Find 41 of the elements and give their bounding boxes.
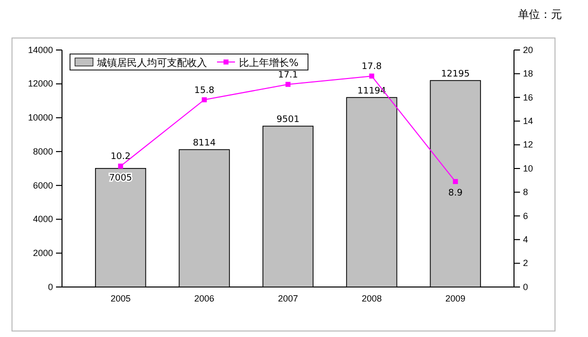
y2-tick-label: 10 [523,163,534,174]
y-tick-label: 10000 [28,112,53,123]
y2-tick-label: 8 [523,187,528,198]
y-tick-label: 0 [48,282,53,292]
point [202,97,207,102]
point [452,179,458,184]
y-tick-label: 2000 [32,248,53,258]
data-label: 8114 [192,138,216,149]
x-tick-label: 2006 [194,293,214,304]
y-tick-label: 12000 [28,78,53,89]
x-tick-label: 2008 [362,293,382,304]
data-label: 12195 [441,70,470,80]
y2-tick-label: 20 [523,44,534,55]
data-label: 17.1 [278,70,298,80]
data-label: 9501 [276,115,300,126]
y-tick-label: 6000 [32,180,53,190]
y2-tick-label: 0 [523,282,528,292]
x-tick-label: 2005 [110,293,131,304]
point [118,164,124,169]
y-tick-label: 14000 [28,44,53,55]
x-tick-label: 2007 [278,293,298,304]
data-label: 8.9 [448,188,463,199]
data-label: 15.8 [194,86,215,96]
x-tick-label: 2009 [445,293,466,304]
text: 单位：元 [518,8,562,21]
point [286,82,290,87]
y2-tick-label: 16 [523,92,534,102]
y-tick-label: 4000 [32,214,53,224]
data-label: 10.2 [110,152,131,162]
data-label: 17.8 [362,62,382,72]
y2-tick-label: 6 [523,210,528,221]
y2-tick-label: 2 [523,258,528,268]
data-label: 7005 [109,173,132,184]
y2-tick-label: 12 [523,140,534,150]
point [369,74,374,79]
y-tick-label: 8000 [32,146,53,156]
y2-tick-label: 18 [523,68,534,79]
y2-tick-label: 14 [523,116,534,126]
legend-label: 城镇居民人均可支配收入 [96,57,207,69]
legend-label: 比上年增长% [239,57,299,69]
y2-tick-label: 4 [523,234,528,244]
